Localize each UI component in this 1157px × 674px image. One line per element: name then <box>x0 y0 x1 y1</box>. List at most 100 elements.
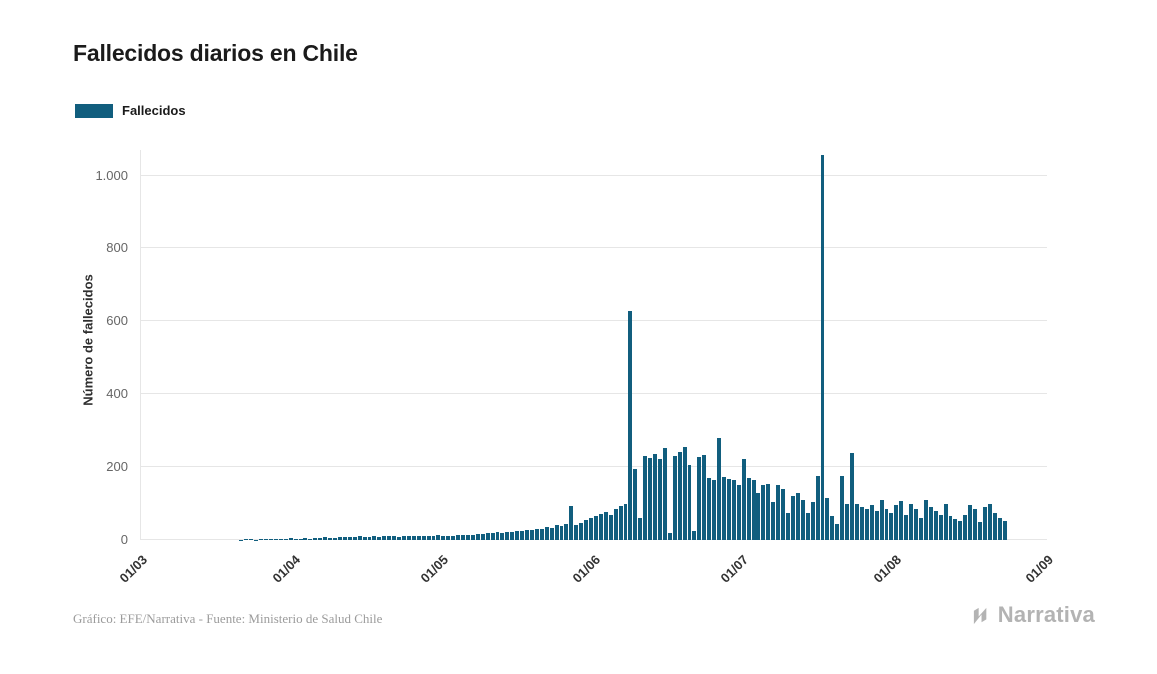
bar <box>889 512 894 540</box>
bar <box>500 532 505 540</box>
bar <box>859 507 864 540</box>
bar <box>963 514 968 540</box>
legend-swatch-fallecidos <box>75 103 113 118</box>
bar <box>465 534 470 540</box>
bar <box>726 478 731 540</box>
bar <box>574 524 579 540</box>
bar <box>786 512 790 540</box>
bar <box>461 535 465 540</box>
gridline <box>141 320 1047 322</box>
bar <box>948 516 953 540</box>
bar <box>441 536 446 540</box>
bar <box>406 536 411 540</box>
bar <box>421 536 426 540</box>
bar <box>337 537 342 540</box>
bar <box>411 535 416 540</box>
bar <box>244 538 249 540</box>
y-tick-label: 1.000 <box>95 167 128 183</box>
y-tick-label: 0 <box>120 532 128 547</box>
bar <box>864 509 869 540</box>
bar <box>653 453 658 540</box>
bar <box>283 538 288 540</box>
bar <box>264 539 269 540</box>
bar <box>308 538 313 540</box>
bar <box>618 506 623 540</box>
bar <box>259 539 264 540</box>
bar <box>712 479 717 540</box>
bar <box>298 538 303 540</box>
gridline <box>141 247 1047 249</box>
bar <box>722 477 726 540</box>
bar <box>318 538 323 540</box>
bar <box>771 501 776 540</box>
bar <box>382 536 387 540</box>
bar <box>505 531 510 540</box>
bar <box>1002 521 1007 540</box>
bar <box>766 483 771 540</box>
bar <box>731 479 736 540</box>
bar <box>899 500 904 540</box>
bar <box>323 537 328 540</box>
bar <box>377 536 382 540</box>
bar <box>436 535 441 540</box>
bar <box>662 448 667 540</box>
bar <box>643 455 648 540</box>
y-axis: 0 200 400 600 800 1.000 <box>70 150 128 546</box>
plot-area <box>140 150 1047 540</box>
bar <box>470 534 475 540</box>
bar <box>687 465 692 540</box>
bar <box>367 537 372 540</box>
bar <box>357 536 362 540</box>
bar <box>845 504 850 540</box>
bar <box>869 505 874 540</box>
bar <box>746 478 751 540</box>
bar <box>751 479 756 540</box>
bar <box>810 501 815 540</box>
x-tick-label: 01/08 <box>870 552 904 586</box>
bar <box>451 536 456 540</box>
bar <box>515 530 520 540</box>
bar <box>534 528 539 540</box>
bar <box>958 521 963 540</box>
bar <box>603 511 608 540</box>
bar <box>879 499 884 540</box>
bar <box>303 538 308 540</box>
bar <box>313 537 318 540</box>
gridline <box>141 393 1047 395</box>
x-tick-label: 01/04 <box>269 552 304 586</box>
bar <box>928 507 933 540</box>
bar <box>987 503 992 540</box>
bar <box>456 534 461 540</box>
bar <box>918 518 923 540</box>
bar <box>485 533 490 540</box>
bar <box>820 154 825 540</box>
narrativa-logo-text: Narrativa <box>997 602 1095 627</box>
bar <box>392 535 397 540</box>
bar <box>707 478 712 540</box>
bar <box>825 498 830 540</box>
x-tick-label: 01/09 <box>1022 552 1057 586</box>
bar <box>667 532 672 540</box>
bar <box>973 509 978 540</box>
x-tick-label: 01/05 <box>417 552 451 586</box>
bar <box>982 507 987 540</box>
bar <box>278 538 283 540</box>
bar <box>943 503 948 540</box>
y-tick-label: 600 <box>106 313 128 329</box>
bar <box>564 523 569 540</box>
bar <box>613 509 618 540</box>
bar <box>761 485 766 540</box>
bar <box>510 531 515 540</box>
gridline <box>141 174 1047 176</box>
bar <box>914 509 918 540</box>
bar <box>850 452 854 540</box>
bar <box>333 538 337 540</box>
bar <box>362 536 367 540</box>
bar <box>874 510 879 540</box>
x-tick-label: 01/07 <box>717 552 752 586</box>
bar <box>938 514 943 540</box>
bar <box>594 515 598 540</box>
bar <box>702 455 707 540</box>
bar <box>569 506 574 540</box>
bar <box>544 527 549 540</box>
